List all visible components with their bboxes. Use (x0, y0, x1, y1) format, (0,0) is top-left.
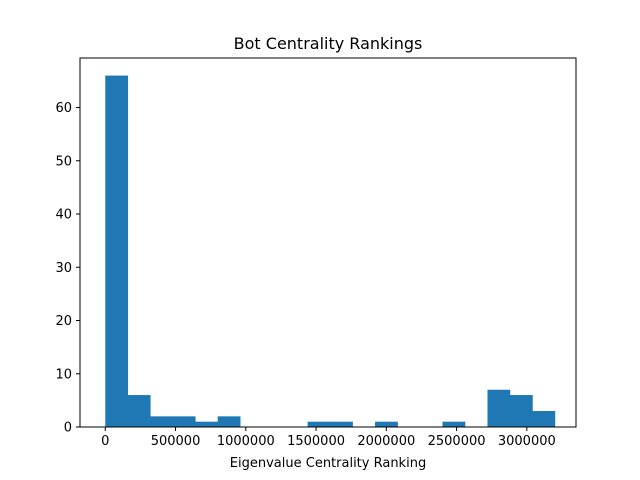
histogram-bar-5 (217, 416, 241, 427)
plot-area-frame (79, 57, 577, 428)
histogram-bar-0 (105, 75, 129, 427)
histogram-bars (105, 75, 556, 427)
x-tick-label: 0 (101, 434, 109, 449)
histogram-bar-12 (375, 421, 398, 427)
histogram-bar-17 (487, 389, 511, 427)
y-tick-label: 60 (55, 101, 72, 116)
x-tick-label: 2000000 (357, 434, 415, 449)
y-tick-label: 40 (55, 208, 72, 223)
histogram-bar-4 (195, 421, 218, 427)
x-tick-label: 1500000 (287, 434, 345, 449)
y-tick-label: 20 (55, 314, 72, 329)
x-tick-label: 2500000 (428, 434, 486, 449)
x-tick-label: 500000 (151, 434, 201, 449)
y-tick-label: 10 (55, 367, 72, 382)
x-tick-label: 3000000 (498, 434, 556, 449)
histogram-bar-19 (532, 411, 556, 427)
histogram-bar-15 (442, 421, 466, 427)
plot-area-background (80, 58, 576, 427)
histogram-bar-10 (330, 421, 353, 427)
y-tick-label: 0 (64, 421, 72, 436)
y-tick-label: 50 (55, 154, 72, 169)
y-axis-ticks: 0 10 20 30 40 50 60 (55, 101, 80, 436)
histogram-bar-1 (127, 395, 151, 427)
histogram-bar-3 (172, 416, 196, 427)
histogram-bar-2 (150, 416, 174, 427)
histogram-bar-9 (307, 421, 331, 427)
x-tick-label: 1000000 (217, 434, 275, 449)
histogram-bar-18 (509, 395, 533, 427)
y-tick-label: 30 (55, 261, 72, 276)
x-axis-label: Eigenvalue Centrality Ranking (230, 456, 426, 471)
x-axis-ticks: 0 500000 1000000 1500000 2000000 2500000 30000… (101, 427, 556, 449)
chart-title: Bot Centrality Rankings (234, 34, 423, 53)
